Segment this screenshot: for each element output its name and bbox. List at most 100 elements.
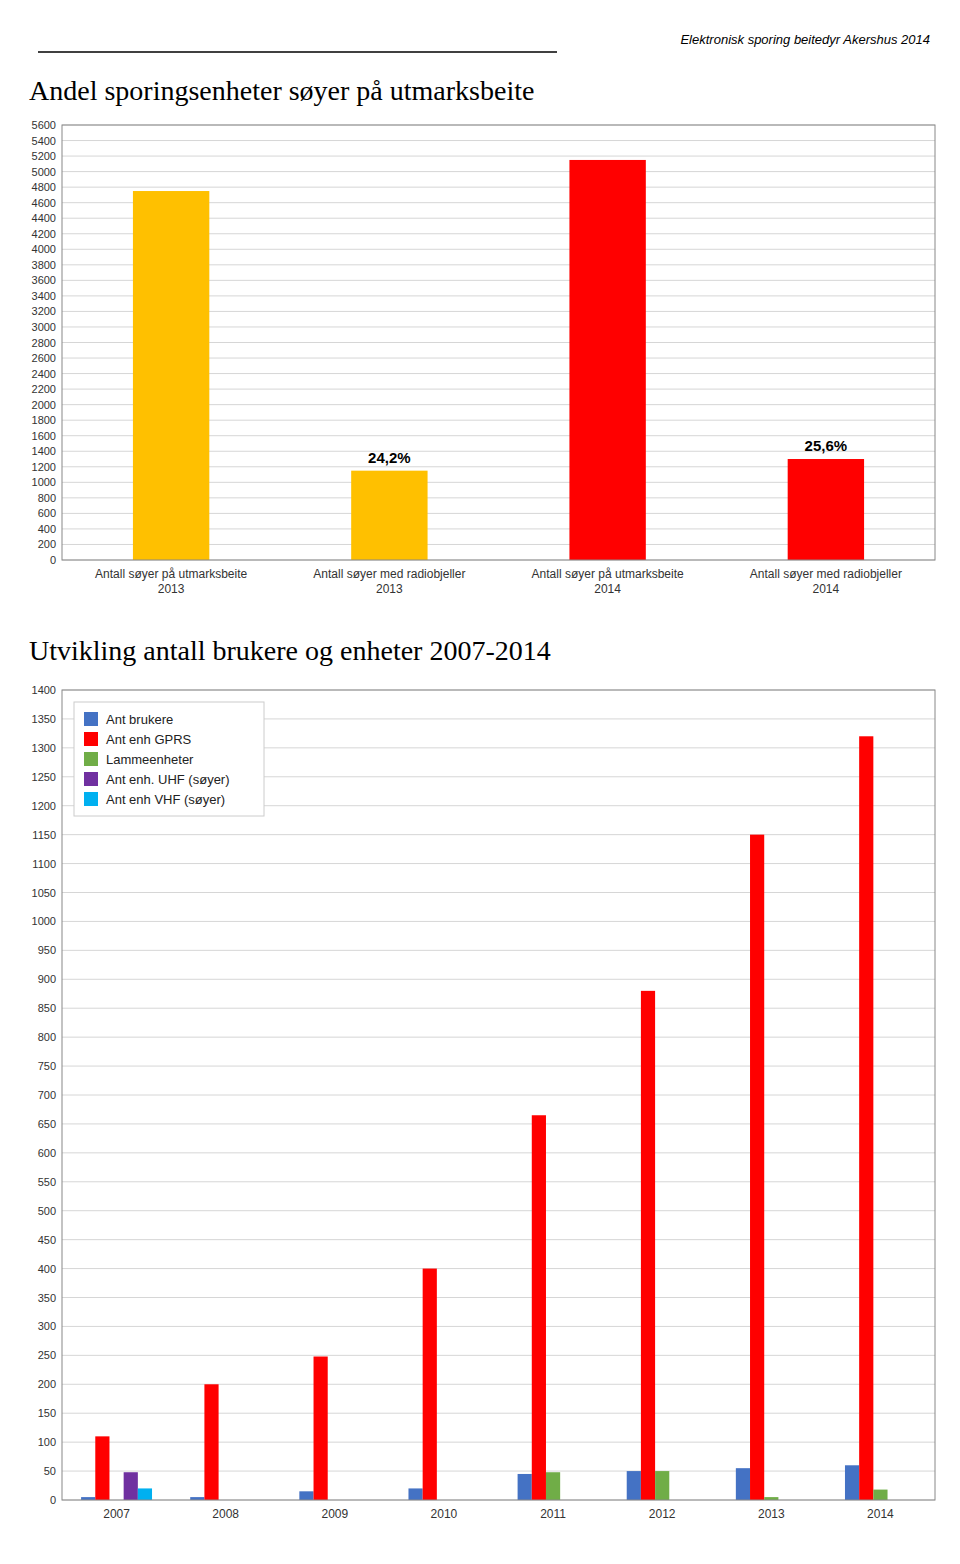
y-tick-label: 200	[38, 1378, 56, 1390]
legend-box	[74, 702, 264, 816]
grid-line	[62, 1384, 935, 1385]
y-tick-label: 800	[38, 1031, 56, 1043]
bar	[569, 160, 645, 560]
y-tick-label: 4400	[32, 212, 56, 224]
grid-line	[62, 1152, 935, 1153]
page-title: Elektronisk sporing beitedyr Akershus 20…	[680, 32, 930, 47]
y-tick-label: 3200	[32, 305, 56, 317]
grid-line	[62, 950, 935, 951]
legend-label: Ant enh GPRS	[106, 732, 192, 747]
y-tick-label: 2600	[32, 352, 56, 364]
legend-swatch	[84, 792, 98, 806]
bar	[546, 1472, 560, 1500]
legend-label: Ant enh VHF (søyer)	[106, 792, 225, 807]
y-tick-label: 350	[38, 1292, 56, 1304]
x-tick-label: Antall søyer med radiobjeller2013	[313, 567, 465, 596]
x-tick-label-line: 2014	[594, 582, 621, 596]
y-tick-label: 600	[38, 1147, 56, 1159]
bar	[750, 835, 764, 1500]
grid-line	[62, 1066, 935, 1067]
x-tick-label: 2008	[212, 1507, 239, 1521]
x-tick-label-line: Antall søyer på utmarksbeite	[95, 567, 247, 581]
plot-frame	[62, 690, 935, 1500]
x-tick-label-line: 2009	[321, 1507, 348, 1521]
y-tick-label: 1200	[32, 800, 56, 812]
y-tick-label: 1000	[32, 915, 56, 927]
y-tick-label: 1050	[32, 887, 56, 899]
bar	[845, 1465, 859, 1500]
y-tick-label: 0	[50, 1494, 56, 1506]
x-tick-label-line: 2014	[867, 1507, 894, 1521]
legend-swatch	[84, 772, 98, 786]
grid-line	[62, 1355, 935, 1356]
y-tick-label: 200	[38, 538, 56, 550]
grid-line	[62, 1268, 935, 1269]
x-tick-label-line: 2013	[376, 582, 403, 596]
bar	[299, 1491, 313, 1500]
y-tick-label: 750	[38, 1060, 56, 1072]
y-tick-label: 1250	[32, 771, 56, 783]
header-rule	[38, 51, 557, 53]
y-tick-label: 1350	[32, 713, 56, 725]
grid-line	[62, 834, 935, 835]
x-tick-label-line: Antall søyer med radiobjeller	[313, 567, 465, 581]
grid-line	[62, 1326, 935, 1327]
y-tick-label: 650	[38, 1118, 56, 1130]
x-tick-label-line: 2007	[103, 1507, 130, 1521]
grid-line	[62, 1413, 935, 1414]
grid-line	[62, 921, 935, 922]
x-tick-label-line: 2008	[212, 1507, 239, 1521]
y-tick-label: 1600	[32, 430, 56, 442]
y-tick-label: 3600	[32, 274, 56, 286]
x-tick-label: 2009	[321, 1507, 348, 1521]
y-tick-label: 2400	[32, 368, 56, 380]
y-tick-label: 1300	[32, 742, 56, 754]
plot-area	[62, 125, 935, 560]
y-tick-label: 3800	[32, 259, 56, 271]
bar	[532, 1115, 546, 1500]
grid-line	[62, 1442, 935, 1443]
x-tick-label: 2013	[758, 1507, 785, 1521]
x-tick-label-line: 2012	[649, 1507, 676, 1521]
x-tick-label-line: 2011	[540, 1507, 566, 1521]
y-tick-label: 250	[38, 1349, 56, 1361]
y-tick-label: 1000	[32, 476, 56, 488]
y-tick-label: 5400	[32, 135, 56, 147]
x-tick-label-line: Antall søyer på utmarksbeite	[532, 567, 684, 581]
grid-line	[62, 140, 935, 141]
y-tick-label: 2800	[32, 337, 56, 349]
grid-line	[62, 156, 935, 157]
bar	[351, 471, 427, 560]
y-tick-label: 1800	[32, 414, 56, 426]
x-tick-label-line: 2013	[158, 582, 185, 596]
chart: 0200400600800100012001400160018002000220…	[32, 119, 935, 596]
y-tick-label: 550	[38, 1176, 56, 1188]
x-tick-label: Antall søyer på utmarksbeite2014	[532, 567, 684, 596]
legend-swatch	[84, 752, 98, 766]
grid-line	[62, 1210, 935, 1211]
x-tick-label: 2010	[431, 1507, 458, 1521]
grid-line	[62, 979, 935, 980]
grid-line	[62, 1037, 935, 1038]
y-tick-label: 850	[38, 1002, 56, 1014]
x-tick-label: 2007	[103, 1507, 130, 1521]
y-tick-label: 450	[38, 1234, 56, 1246]
grid-line	[62, 1471, 935, 1472]
y-tick-label: 0	[50, 554, 56, 566]
marks	[81, 736, 887, 1500]
bar	[423, 1269, 437, 1500]
y-tick-label: 4800	[32, 181, 56, 193]
y-tick-label: 2200	[32, 383, 56, 395]
x-tick-label: Antall søyer på utmarksbeite2013	[95, 567, 247, 596]
marks	[133, 160, 864, 560]
y-tick-label: 1100	[32, 858, 56, 870]
bar	[204, 1384, 218, 1500]
bar	[788, 459, 864, 560]
x-tick-label: 2012	[649, 1507, 676, 1521]
plot-frame	[62, 125, 935, 560]
y-tick-label: 50	[44, 1465, 56, 1477]
y-tick-label: 900	[38, 973, 56, 985]
chart-title: Utvikling antall brukere og enheter 2007…	[29, 635, 551, 666]
x-tick-label-line: 2013	[758, 1507, 785, 1521]
x-tick-label-line: Antall søyer med radiobjeller	[750, 567, 902, 581]
